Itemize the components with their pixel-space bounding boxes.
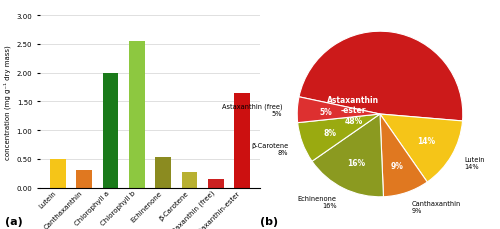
Text: 8%: 8%: [323, 129, 336, 138]
Wedge shape: [380, 114, 462, 182]
Text: 14%: 14%: [418, 137, 436, 146]
Wedge shape: [297, 97, 380, 123]
Y-axis label: concentration (mg g⁻¹ dry mass): concentration (mg g⁻¹ dry mass): [4, 45, 11, 159]
Bar: [182, 172, 198, 188]
Bar: [76, 171, 92, 188]
Wedge shape: [299, 32, 463, 121]
Text: 16%: 16%: [347, 158, 365, 167]
Text: Astaxanthin (free)
5%: Astaxanthin (free) 5%: [222, 103, 282, 116]
Wedge shape: [380, 114, 428, 197]
Text: 5%: 5%: [320, 107, 332, 116]
Text: β-Carotene
8%: β-Carotene 8%: [251, 142, 288, 155]
Text: 48%: 48%: [0, 228, 1, 229]
Wedge shape: [312, 114, 384, 197]
Text: Echinenone
16%: Echinenone 16%: [298, 195, 337, 208]
Text: 9%: 9%: [390, 161, 404, 170]
Text: (a): (a): [5, 216, 23, 226]
Bar: [156, 158, 171, 188]
Text: Astaxanthin
-ester
48%: Astaxanthin -ester 48%: [328, 95, 380, 125]
Wedge shape: [298, 114, 380, 161]
Text: Canthaxanthin
9%: Canthaxanthin 9%: [411, 200, 461, 213]
Bar: [50, 159, 66, 188]
Bar: [234, 93, 250, 188]
Bar: [102, 73, 118, 188]
Text: Lutein
14%: Lutein 14%: [464, 157, 485, 170]
Bar: [208, 179, 224, 188]
Text: (b): (b): [260, 216, 278, 226]
Bar: [129, 42, 144, 188]
